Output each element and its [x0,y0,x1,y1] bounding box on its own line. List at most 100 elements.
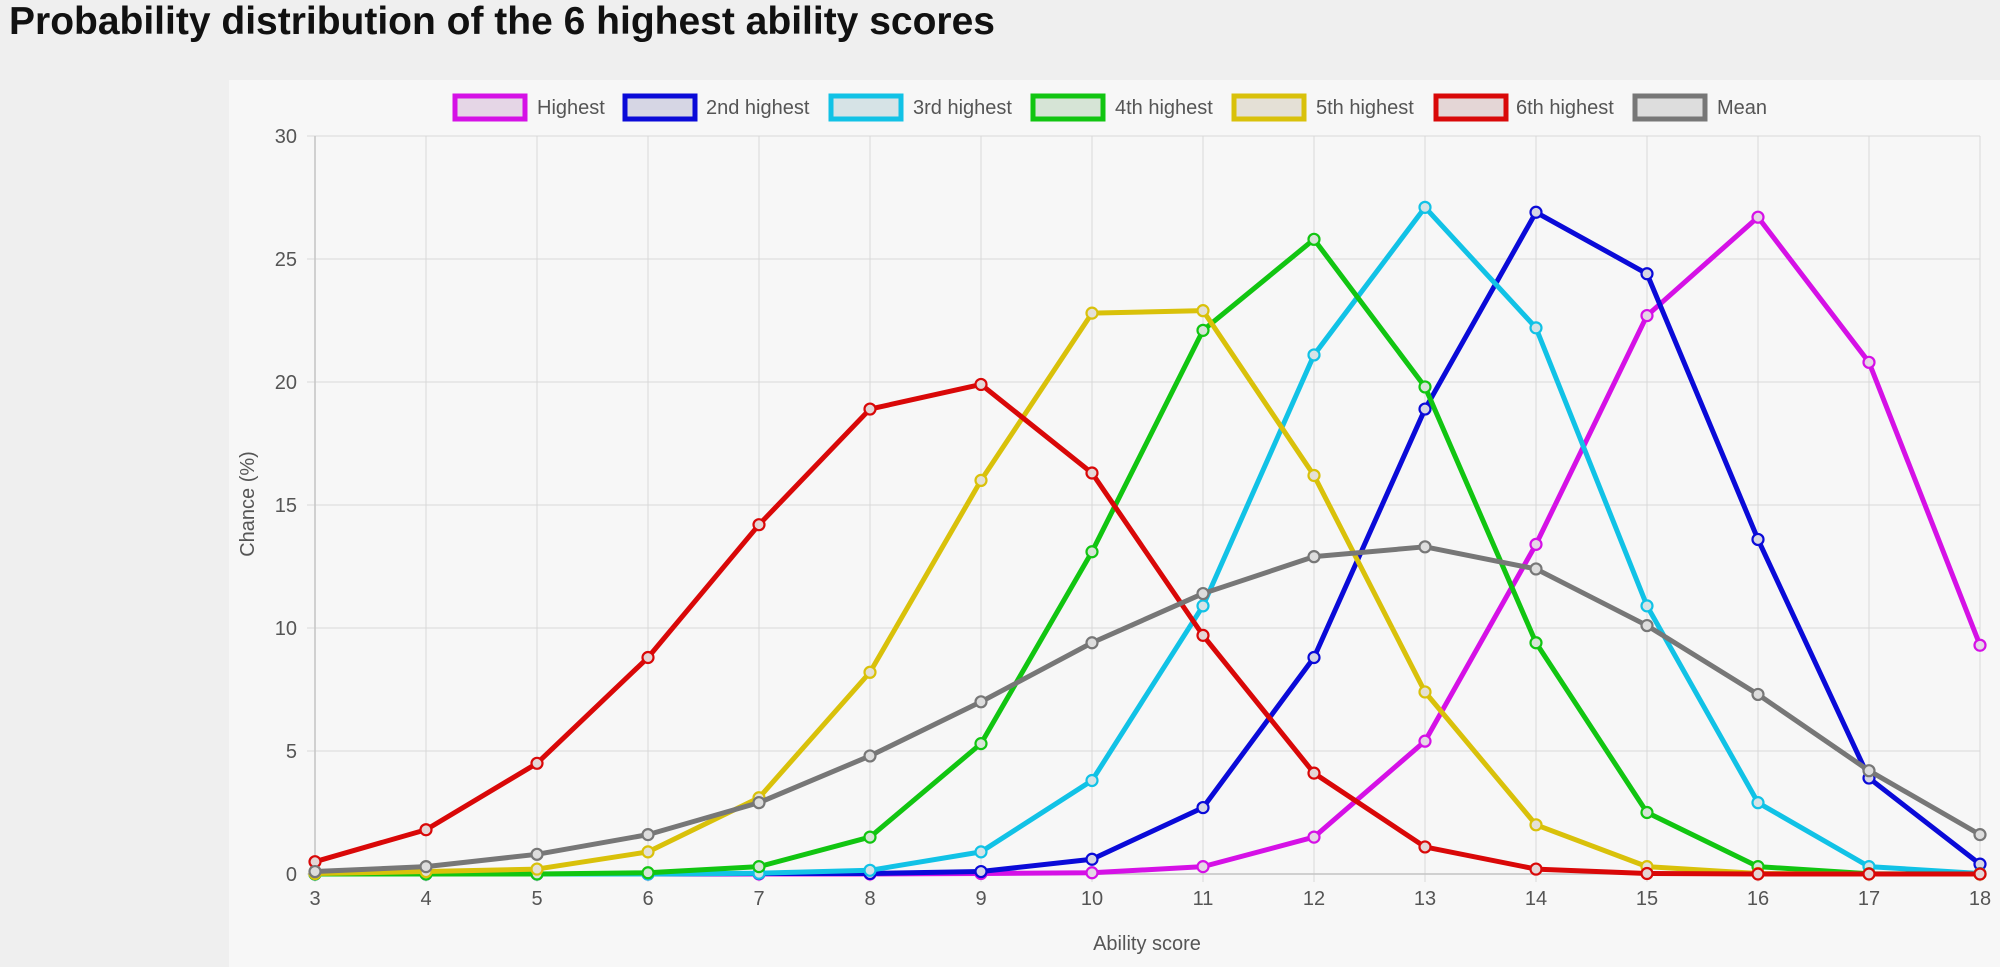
series-5th-highest [308,304,1987,881]
legend-swatch [622,93,698,122]
data-point[interactable] [1085,866,1099,880]
data-point[interactable] [1418,200,1432,214]
data-point[interactable] [1196,599,1210,613]
data-point[interactable] [530,756,544,770]
legend-item[interactable]: 2nd highest [622,93,810,122]
legend-label: 5th highest [1316,97,1414,119]
data-point[interactable] [1751,532,1765,547]
data-point[interactable] [974,473,988,487]
data-point[interactable] [1307,830,1321,844]
x-tick-label: 18 [1969,888,1991,910]
data-point[interactable] [1751,687,1765,702]
data-point[interactable] [1307,550,1321,564]
data-point[interactable] [863,665,877,679]
legend-item[interactable]: 5th highest [1231,93,1414,122]
data-point[interactable] [1085,773,1099,788]
series-line [312,308,1983,877]
data-point[interactable] [1196,628,1210,642]
data-point[interactable] [1418,734,1432,748]
data-point[interactable] [1085,306,1099,320]
data-point[interactable] [641,866,655,880]
legend[interactable]: Highest 2nd highest 3rd highest 4th highest… [452,93,1767,122]
data-point[interactable] [863,863,877,877]
data-point[interactable] [1418,402,1432,416]
data-point[interactable] [1418,685,1432,699]
data-point[interactable] [1862,867,1876,881]
data-point[interactable] [752,518,766,532]
data-point[interactable] [974,864,988,879]
data-point[interactable] [1862,764,1876,778]
data-point[interactable] [1196,304,1210,318]
data-point[interactable] [1307,766,1321,780]
data-point[interactable] [530,862,544,876]
data-point[interactable] [974,737,988,751]
data-point[interactable] [1640,805,1654,820]
data-point[interactable] [1529,205,1543,219]
legend-item[interactable]: Mean [1632,93,1767,122]
data-point[interactable] [1529,636,1543,650]
data-point[interactable] [1307,468,1321,483]
data-point[interactable] [1529,562,1543,576]
data-point[interactable] [863,830,877,844]
legend-label: Mean [1717,97,1767,119]
x-tick-label: 17 [1858,888,1880,910]
data-point[interactable] [1640,599,1654,613]
data-point[interactable] [974,695,988,709]
data-point[interactable] [419,823,433,837]
data-point[interactable] [863,749,877,763]
legend-label: Highest [537,97,605,119]
grid-lines [307,135,1981,882]
data-point[interactable] [641,650,655,665]
data-point[interactable] [752,860,766,874]
series-mean [308,540,1987,879]
data-point[interactable] [974,377,988,392]
x-tick-label: 9 [975,888,986,910]
data-point[interactable] [1085,852,1099,866]
data-point[interactable] [863,402,877,416]
y-tick-label: 25 [275,249,297,271]
data-point[interactable] [974,845,988,859]
legend-item[interactable]: Highest [452,93,605,122]
legend-item[interactable]: 6th highest [1433,93,1614,122]
data-point[interactable] [1529,321,1543,335]
data-point[interactable] [1418,840,1432,854]
data-point[interactable] [1307,348,1321,362]
data-point[interactable] [1529,537,1543,551]
data-point[interactable] [419,860,433,874]
data-point[interactable] [1640,267,1654,281]
data-point[interactable] [1751,867,1765,881]
data-point[interactable] [1973,638,1987,652]
data-point[interactable] [1307,650,1321,665]
data-point[interactable] [308,864,322,879]
data-point[interactable] [1085,636,1099,650]
data-point[interactable] [1196,323,1210,337]
data-point[interactable] [1418,380,1432,394]
data-point[interactable] [1529,862,1543,876]
data-point[interactable] [1418,540,1432,554]
data-point[interactable] [641,845,655,859]
data-point[interactable] [1307,232,1321,246]
x-tick-label: 10 [1081,888,1103,910]
data-point[interactable] [1085,466,1099,480]
data-point[interactable] [752,796,766,810]
data-point[interactable] [1640,866,1654,881]
data-point[interactable] [1751,210,1765,224]
data-point[interactable] [1640,618,1654,633]
data-point[interactable] [1751,796,1765,810]
series-line [312,381,1983,877]
data-point[interactable] [1640,308,1654,323]
data-point[interactable] [1196,800,1210,815]
data-point[interactable] [530,847,544,861]
data-point[interactable] [1862,355,1876,369]
legend-item[interactable]: 4th highest [1030,93,1213,122]
legend-item[interactable]: 3rd highest [828,93,1012,122]
data-point[interactable] [1196,860,1210,874]
data-point[interactable] [641,828,655,842]
data-point[interactable] [1973,828,1987,842]
data-point[interactable] [1196,586,1210,601]
data-point[interactable] [1973,867,1987,881]
legend-label: 4th highest [1115,97,1213,119]
data-point[interactable] [1529,818,1543,832]
legend-swatch [828,93,904,122]
data-point[interactable] [1085,545,1099,559]
